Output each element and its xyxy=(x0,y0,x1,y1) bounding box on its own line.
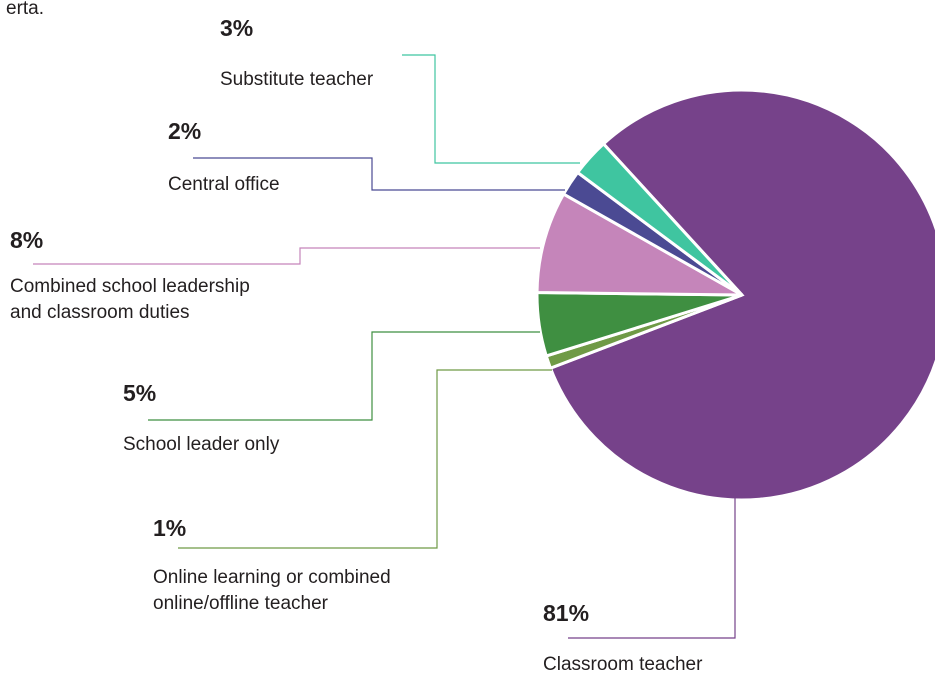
category-label: Substitute teacher xyxy=(220,69,374,90)
value-label: 1% xyxy=(153,515,186,541)
value-label: 8% xyxy=(10,227,43,253)
leader-line xyxy=(402,54,580,164)
value-label: 3% xyxy=(220,15,253,41)
category-label: School leader only xyxy=(123,434,280,455)
cropped-text: erta. xyxy=(6,0,44,19)
value-label: 81% xyxy=(543,600,589,626)
category-label: Combined school leadership xyxy=(10,276,250,297)
value-label: 2% xyxy=(168,118,201,144)
pie-slice xyxy=(575,141,744,297)
pie-slice xyxy=(535,192,743,297)
leader-line xyxy=(148,331,540,421)
category-label: online/offline teacher xyxy=(153,593,329,614)
leader-line xyxy=(568,478,736,639)
value-label: 5% xyxy=(123,380,156,406)
leader-line xyxy=(193,157,565,191)
leader-line xyxy=(178,369,552,549)
leader-line xyxy=(33,247,540,265)
pie-slice xyxy=(548,88,935,502)
category-label: and classroom duties xyxy=(10,302,190,323)
category-label: Central office xyxy=(168,174,280,195)
category-label: Online learning or combined xyxy=(153,567,391,588)
category-label: Classroom teacher xyxy=(543,654,703,673)
